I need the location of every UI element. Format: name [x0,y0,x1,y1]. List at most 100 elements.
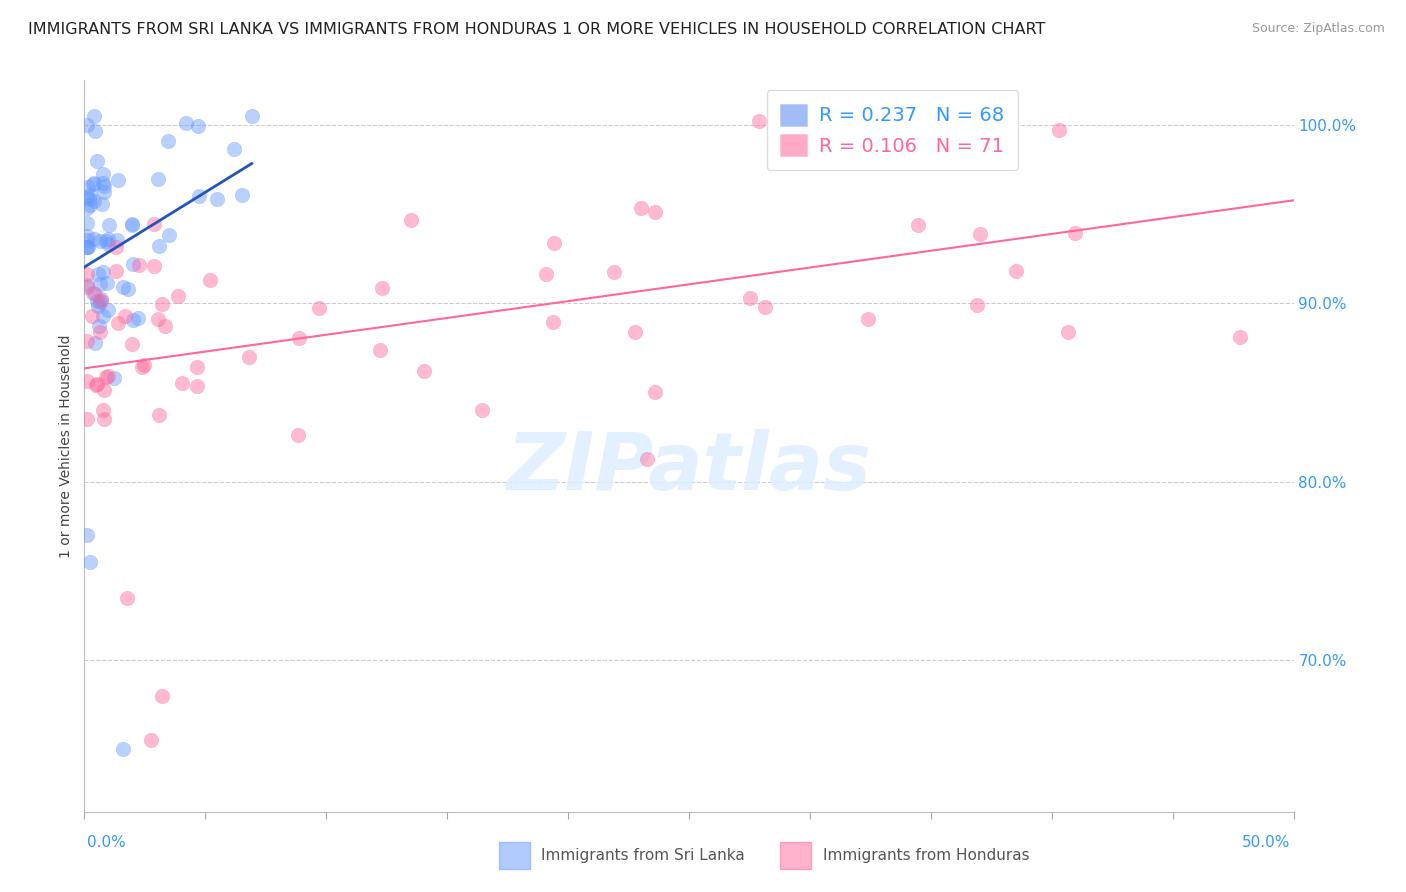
Point [630,201,652,215]
Point [90,293,112,307]
Point [105,233,128,247]
Point [928,153,950,168]
Point [308,301,330,315]
Point [238,350,260,364]
Point [86,294,108,309]
Point [76,190,98,204]
Point [91,167,114,181]
Point [97,302,120,317]
Text: Immigrants from Honduras: Immigrants from Honduras [823,848,1029,863]
Point [82,285,104,300]
Point [121,312,143,326]
Point [82,177,104,191]
Point [148,409,170,423]
Point [139,733,162,747]
Point [96,369,118,384]
Point [157,227,180,242]
Point [224,142,246,156]
Point [76,216,98,230]
Point [89,325,111,339]
Point [76,412,98,426]
Point [370,280,392,294]
Point [121,217,143,231]
Point [166,289,188,303]
Point [94,234,117,248]
Point [1057,325,1080,339]
Point [93,265,115,279]
Point [1047,123,1070,137]
Point [198,273,221,287]
Point [907,219,929,233]
Point [97,237,120,252]
Point [127,310,149,325]
Point [748,113,770,128]
Point [97,368,120,383]
Point [89,295,111,310]
Point [114,310,136,324]
Point [89,318,111,333]
Point [76,268,98,282]
Point [76,201,98,215]
Point [86,377,108,392]
Point [111,742,134,756]
Point [644,384,666,399]
Point [146,172,169,186]
Point [107,173,129,187]
Point [76,277,98,292]
Point [115,591,138,605]
Point [86,154,108,169]
Text: Source: ZipAtlas.com: Source: ZipAtlas.com [1251,22,1385,36]
Point [93,383,115,397]
Point [76,228,98,243]
Point [128,258,150,272]
Point [83,176,105,190]
Point [77,192,100,206]
Point [754,300,776,314]
Point [90,293,112,308]
Point [121,336,143,351]
Point [89,234,111,248]
Point [534,268,557,282]
Point [471,402,494,417]
Point [105,240,128,254]
Point [79,198,101,212]
Point [174,116,197,130]
Point [815,109,838,123]
Point [97,232,120,246]
Point [76,233,98,247]
Point [91,310,114,324]
Point [623,325,645,339]
Point [76,118,98,132]
Y-axis label: 1 or more Vehicles in Household: 1 or more Vehicles in Household [59,334,73,558]
Point [76,528,98,542]
Point [76,334,98,349]
Point [368,343,391,358]
Point [76,240,98,254]
Point [121,219,143,233]
Point [186,379,208,393]
Point [84,335,107,350]
Point [76,374,98,388]
Point [156,134,179,148]
Point [644,204,666,219]
Point [143,260,166,274]
Point [91,177,114,191]
Point [1005,264,1028,278]
Point [240,109,263,123]
Point [186,359,208,374]
Point [111,280,134,294]
Point [91,197,114,211]
Point [543,235,565,250]
Point [93,412,115,426]
Point [76,240,98,254]
Point [143,217,166,231]
Point [966,298,988,312]
Point [543,315,565,329]
Point [148,239,170,253]
Point [205,192,228,206]
Point [399,212,422,227]
Text: Immigrants from Sri Lanka: Immigrants from Sri Lanka [541,848,745,863]
Point [413,364,436,378]
Point [82,309,104,323]
Text: ZIPatlas: ZIPatlas [506,429,872,507]
